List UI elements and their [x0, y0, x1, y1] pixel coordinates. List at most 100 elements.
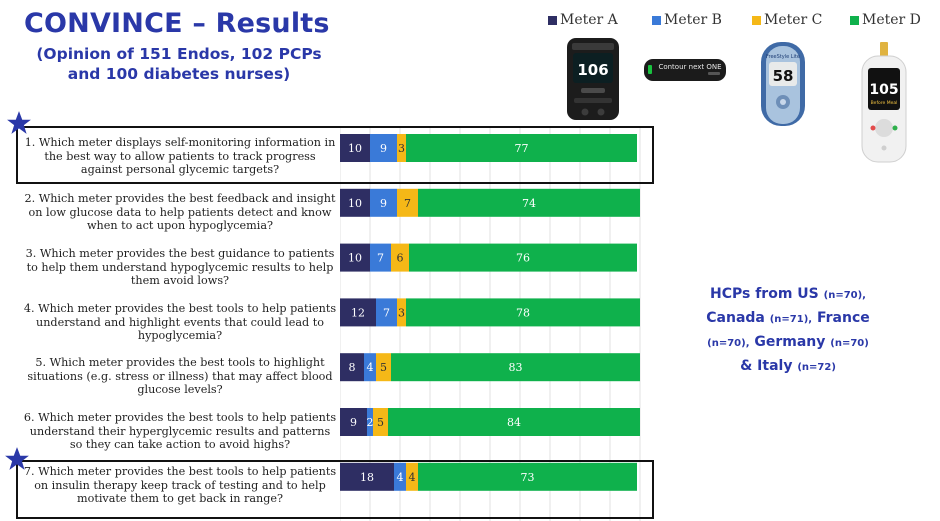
- bar-value-label: 9: [380, 142, 387, 155]
- chart-legend: Meter A Meter B Meter C Meter D: [540, 12, 940, 32]
- bar-segment-meter-d: [409, 243, 637, 272]
- bar-value-label: 4: [409, 471, 416, 484]
- bar-segment-meter-a: [340, 243, 370, 272]
- bar-value-label: 5: [377, 416, 384, 429]
- bar-segment-meter-c: [397, 298, 406, 327]
- bar-value-label: 74: [522, 197, 536, 210]
- hcp-countries-note: HCPs from US (n=70), Canada (n=71), Fran…: [690, 283, 886, 379]
- highlight-box-question-1: [16, 126, 654, 184]
- bar-value-label: 12: [351, 306, 365, 319]
- question-label-2: 2. Which meter provides the best feedbac…: [24, 192, 336, 232]
- bar-segment-meter-a: [340, 298, 376, 327]
- bar-value-label: 84: [507, 416, 521, 429]
- legend-item-meter-a: Meter A: [548, 12, 618, 28]
- bar-segment-meter-b: [376, 298, 397, 327]
- question-label-7: 7. Which meter provides the best tools t…: [23, 465, 337, 505]
- legend-item-meter-d: Meter D: [850, 12, 921, 28]
- legend-swatch: [548, 15, 557, 25]
- bar-segment-meter-d: [418, 462, 637, 491]
- meter-b-device-icon: Contour next ONE: [644, 59, 726, 81]
- star-icon: [7, 111, 31, 134]
- bar-value-label: 10: [348, 197, 362, 210]
- meter-a-device-icon: 106: [567, 38, 619, 120]
- bar-segment-meter-a: [340, 353, 364, 382]
- legend-item-meter-c: Meter C: [752, 12, 822, 28]
- hcp-text: & Italy: [740, 358, 793, 374]
- legend-swatch: [752, 15, 761, 25]
- bar-value-label: 5: [380, 361, 387, 374]
- legend-item-meter-b: Meter B: [652, 12, 722, 28]
- hcp-count: (n=72): [797, 362, 836, 373]
- legend-label: Meter D: [862, 12, 921, 28]
- bar-segment-meter-c: [397, 134, 406, 162]
- legend-label: Meter B: [664, 12, 722, 28]
- bar-segment-meter-b: [367, 408, 373, 436]
- bar-segment-meter-a: [340, 462, 394, 491]
- bar-segment-meter-c: [376, 353, 391, 382]
- bar-value-label: 6: [397, 252, 404, 265]
- legend-label: Meter C: [764, 12, 823, 28]
- bar-value-label: 18: [360, 471, 374, 484]
- bar-value-label: 9: [380, 197, 387, 210]
- bar-segment-meter-b: [370, 134, 397, 162]
- meter-c-device-icon: FreeStyle Lite 58: [761, 42, 805, 126]
- bar-value-label: 7: [377, 252, 384, 265]
- bar-value-label: 7: [383, 306, 390, 319]
- bar-segment-meter-c: [406, 462, 418, 491]
- hcp-text: France: [816, 310, 870, 326]
- question-label-3: 3. Which meter provides the best guidanc…: [25, 247, 335, 287]
- meter-d-device-icon: 105 Before Meal: [861, 42, 907, 163]
- bar-segment-meter-c: [373, 408, 388, 436]
- bar-value-label: 9: [350, 416, 357, 429]
- bar-segment-meter-b: [370, 243, 391, 272]
- legend-label: Meter A: [560, 12, 618, 28]
- bar-value-label: 76: [516, 252, 530, 265]
- bar-segment-meter-d: [406, 134, 637, 162]
- meter-c-reading: 58: [773, 67, 794, 85]
- page-title: CONVINCE – Results: [24, 8, 330, 39]
- bar-value-label: 3: [398, 306, 405, 319]
- question-label-1: 1. Which meter displays self-monitoring …: [24, 136, 336, 176]
- bar-segment-meter-b: [394, 462, 406, 491]
- bar-segment-meter-d: [418, 188, 640, 217]
- bar-segment-meter-a: [340, 408, 367, 436]
- bar-value-label: 77: [515, 142, 529, 155]
- hcp-text: Germany: [754, 334, 826, 350]
- bar-value-label: 4: [397, 471, 404, 484]
- bar-value-label: 83: [509, 361, 523, 374]
- page-subtitle: (Opinion of 151 Endos, 102 PCPs and 100 …: [36, 45, 322, 83]
- legend-swatch: [850, 15, 859, 25]
- bar-segment-meter-c: [391, 243, 409, 272]
- bar-value-label: 8: [349, 361, 356, 374]
- bar-segment-meter-d: [406, 298, 640, 327]
- bar-value-label: 78: [516, 306, 530, 319]
- hcp-count: (n=70),: [707, 338, 750, 349]
- hcp-count: (n=71),: [769, 314, 813, 325]
- hcp-count: (n=70),: [823, 290, 866, 301]
- highlight-box-question-7: [16, 460, 654, 519]
- star-icon: [5, 447, 29, 470]
- hcp-text: Canada: [706, 310, 765, 326]
- hcp-text: HCPs from US: [710, 286, 819, 302]
- bar-segment-meter-a: [340, 188, 370, 217]
- bar-value-label: 7: [404, 197, 411, 210]
- bar-segment-meter-a: [340, 134, 370, 162]
- bar-value-label: 10: [348, 252, 362, 265]
- question-label-6: 6. Which meter provides the best tools t…: [23, 411, 337, 451]
- question-label-4: 4. Which meter provides the best tools t…: [23, 302, 337, 342]
- bar-segment-meter-d: [388, 408, 640, 436]
- meter-d-reading: 105: [869, 82, 898, 98]
- bar-segment-meter-b: [364, 353, 376, 382]
- legend-swatch: [652, 15, 661, 25]
- bar-value-label: 73: [521, 471, 535, 484]
- bar-value-label: 3: [398, 142, 405, 155]
- bar-segment-meter-c: [397, 188, 418, 217]
- meter-b-brand: Contour next ONE: [658, 63, 721, 71]
- bar-segment-meter-d: [391, 353, 640, 382]
- meter-a-reading: 106: [577, 61, 608, 79]
- bar-value-label: 2: [367, 416, 374, 429]
- bar-segment-meter-b: [370, 188, 397, 217]
- bar-value-label: 10: [348, 142, 362, 155]
- question-label-5: 5. Which meter provides the best tools t…: [27, 356, 333, 396]
